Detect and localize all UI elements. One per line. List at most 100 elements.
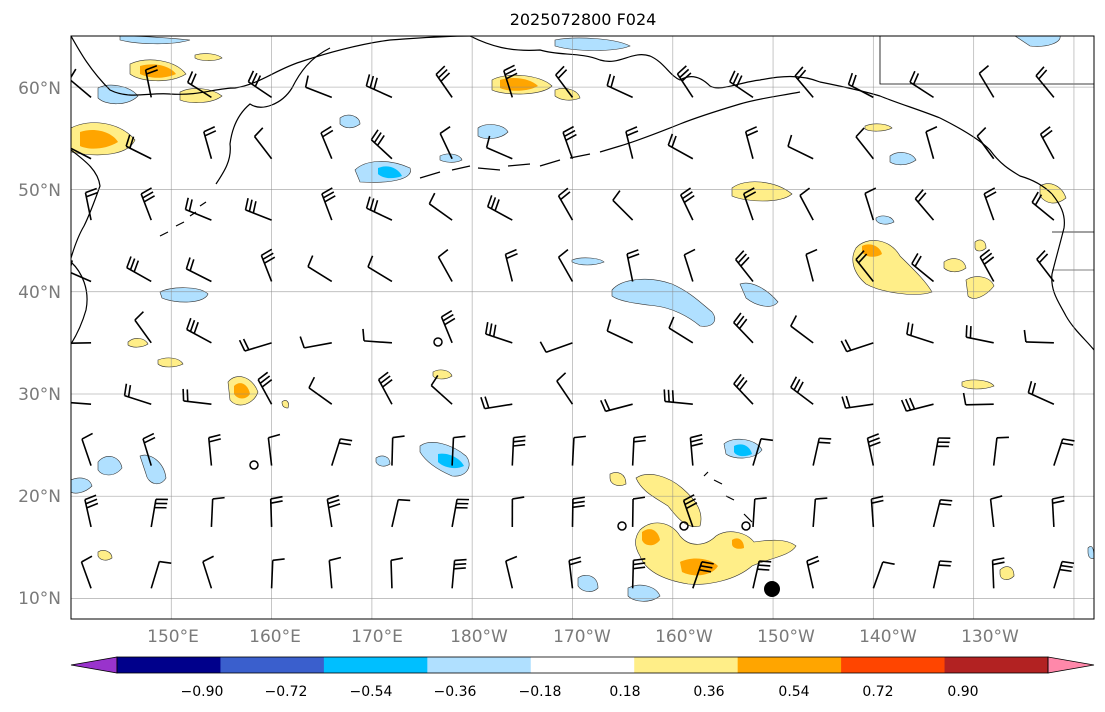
barb-staff xyxy=(71,401,92,406)
positive-anomaly-contours xyxy=(71,53,1067,585)
wind-barb xyxy=(451,435,466,466)
barb-flag xyxy=(85,187,97,194)
barb-flag xyxy=(204,130,217,137)
wind-barb xyxy=(1051,495,1065,527)
barb-flag xyxy=(925,126,938,133)
barb-staff xyxy=(683,254,694,282)
barb-flag xyxy=(146,69,158,75)
barb-flag xyxy=(606,319,612,332)
barb-flag xyxy=(847,72,854,85)
barb-flag xyxy=(911,253,919,265)
anomaly-core xyxy=(140,64,176,78)
barb-staff xyxy=(1039,133,1055,160)
colorbar xyxy=(70,656,1095,674)
barb-staff xyxy=(557,256,574,282)
barb-flag xyxy=(1060,564,1073,569)
wind-barb xyxy=(631,557,646,589)
wind-barb xyxy=(799,187,814,221)
wind-barb xyxy=(557,187,574,221)
barb-flag xyxy=(129,258,136,271)
barb-flag xyxy=(914,255,922,267)
barb-flag xyxy=(159,560,172,564)
barb-staff xyxy=(790,386,814,405)
barb-flag xyxy=(562,125,574,134)
barb-flag xyxy=(871,495,884,500)
barb-staff xyxy=(142,438,153,466)
barb-staff xyxy=(976,135,995,160)
barb-flag xyxy=(486,195,493,207)
anomaly-region xyxy=(943,258,967,273)
barb-staff xyxy=(744,131,754,159)
barb-staff xyxy=(679,194,694,221)
wind-barb xyxy=(568,556,582,589)
coastline-aleutians xyxy=(419,145,621,179)
barb-flag xyxy=(851,74,857,87)
anomaly-core xyxy=(862,244,882,257)
wind-barb xyxy=(626,249,640,282)
wind-barb xyxy=(932,560,952,589)
wind-barb xyxy=(511,435,526,466)
barb-staff xyxy=(511,437,515,466)
barb-flag xyxy=(84,494,97,501)
barb-flag xyxy=(610,75,616,88)
barb-flag xyxy=(909,397,916,410)
wind-barb xyxy=(663,389,693,406)
barb-staff xyxy=(487,206,513,221)
wind-barb xyxy=(391,435,405,466)
barb-staff xyxy=(992,437,998,466)
colorbar-segment xyxy=(117,657,221,673)
anomaly-region xyxy=(71,477,93,494)
storm-center-marker xyxy=(764,581,780,597)
wind-barb xyxy=(365,196,393,221)
wind-barb xyxy=(790,376,814,405)
barb-flag xyxy=(142,191,154,199)
calm-marker xyxy=(249,460,259,470)
barb-flag xyxy=(627,253,640,259)
barb-flag xyxy=(453,567,466,570)
barb-staff xyxy=(390,560,393,589)
barb-flag xyxy=(663,389,666,402)
barb-flag xyxy=(633,435,646,439)
barb-flag xyxy=(484,321,489,335)
barb-flag xyxy=(307,255,314,267)
barb-flag xyxy=(133,260,140,273)
wind-barb xyxy=(790,315,814,344)
wind-barb xyxy=(142,432,156,466)
barb-flag xyxy=(513,439,526,443)
wind-barb xyxy=(238,338,272,352)
barb-flag xyxy=(738,379,748,391)
barb-flag xyxy=(759,560,772,563)
barb-flag xyxy=(1027,380,1033,393)
wind-barb xyxy=(308,376,333,405)
wind-barb xyxy=(186,317,212,344)
wind-barb xyxy=(391,498,411,528)
barb-flag xyxy=(912,73,920,85)
barb-staff xyxy=(81,438,92,466)
coastline-hawaii xyxy=(703,471,753,523)
barb-staff xyxy=(845,403,874,409)
barb-flag xyxy=(322,191,335,199)
barb-flag xyxy=(143,195,155,203)
lat-label: 40°N xyxy=(18,283,61,303)
colorbar-tick-label: 0.54 xyxy=(778,684,809,700)
barb-staff xyxy=(84,499,92,528)
barb-flag xyxy=(855,127,865,138)
barb-flag xyxy=(1031,191,1039,203)
barb-flag xyxy=(86,502,99,509)
barb-staff xyxy=(667,144,694,160)
barb-staff xyxy=(735,259,754,282)
colorbar-segment xyxy=(323,657,428,673)
barb-flag xyxy=(454,558,467,562)
wind-barb xyxy=(733,373,754,405)
barb-staff xyxy=(367,266,393,283)
barb-flag xyxy=(320,125,332,134)
wind-barb xyxy=(267,433,281,466)
wind-barb xyxy=(485,135,513,160)
barb-flag xyxy=(840,340,848,352)
barb-flag xyxy=(440,72,451,82)
barb-flag xyxy=(564,129,576,138)
barb-staff xyxy=(377,379,393,405)
barb-staff xyxy=(269,498,273,527)
barb-flag xyxy=(66,390,67,402)
barb-staff xyxy=(864,193,875,221)
